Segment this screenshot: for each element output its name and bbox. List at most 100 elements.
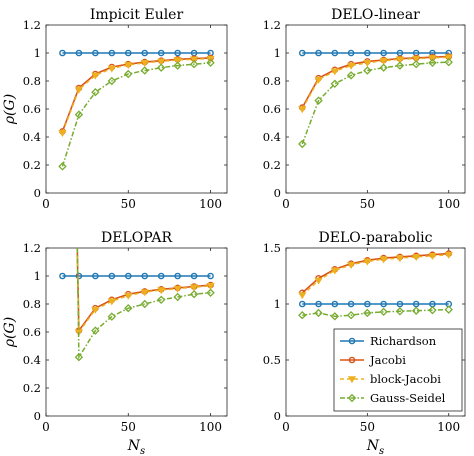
x-tick-label: 50 [360,420,375,434]
data-point [173,285,182,293]
data-point [58,130,67,137]
data-point [395,307,405,316]
y-tick-label: 1.2 [263,18,281,32]
legend-item-richardson: Richardson [340,334,437,348]
data-point [330,79,340,89]
data-point [140,60,149,67]
series-line [76,247,211,335]
legend-marker [348,356,356,364]
y-tick-label: 1 [274,297,281,311]
legend-label: Gauss-Seidel [370,391,446,405]
data-point [157,58,166,66]
data-point [298,139,307,149]
data-point [206,58,215,68]
series-line [302,308,449,318]
y-tick-label: 0.8 [263,74,281,88]
y-tick-label: 1.2 [23,18,41,32]
chart-panel-1: 0 50 100 0 0.2 0.4 0.6 0.8 1 1.2 Impicit Euler ρ(G) [2,7,228,211]
series-line [61,62,211,167]
series-block_jacobi [298,251,453,300]
data-point [124,303,133,313]
data-point [157,49,165,57]
data-point [157,272,165,280]
chart-title: DELOPAR [101,230,172,246]
data-point [206,283,215,290]
data-point [379,57,388,65]
data-point [428,55,437,63]
series-line [301,61,449,145]
data-point [380,300,387,308]
data-point [314,277,323,285]
data-point [189,284,199,292]
data-point [298,49,306,57]
data-point [380,49,387,57]
series-richardson [59,49,214,57]
legend-marker [347,393,357,403]
data-point [140,289,149,297]
data-point [207,272,214,280]
legend-label: Jacobi [369,353,406,367]
data-point [364,49,371,57]
data-point [395,61,405,70]
chart-title: DELO-parabolic [319,230,433,246]
legend: Richardson Jacobi block-Jacobi Gauss-Seidel [333,328,463,412]
data-point [315,49,322,57]
data-point [92,272,99,280]
data-point [174,272,181,280]
x-axis-label-main: N [366,438,380,454]
data-point [173,292,182,302]
y-tick-label: 1.2 [23,241,41,255]
x-tick-label: 0 [282,420,290,434]
x-tick-label: 100 [199,197,222,211]
data-point [140,299,149,309]
series-block_jacobi [298,54,453,114]
y-tick-label: 1 [34,269,41,283]
series-gauss_seidel [298,57,453,149]
data-point [108,49,116,57]
data-point [173,61,182,70]
data-point [330,267,339,275]
data-point [331,49,339,57]
y-tick-label: 0.6 [23,325,41,339]
x-tick-label: 50 [121,420,136,434]
data-point [173,57,182,65]
data-point [124,292,133,300]
data-point [428,305,437,315]
y-axis-label: ρ(G) [2,94,18,125]
data-point [141,272,149,280]
series-line [61,57,211,132]
y-tick-label: 1 [274,46,281,60]
y-tick-label: 0.4 [23,353,41,367]
x-axis-label: Ns [127,438,145,456]
data-point [314,96,323,105]
x-tick-label: 0 [42,197,50,211]
series-line [301,253,449,296]
y-tick-label: 0 [34,409,41,423]
data-point [364,300,371,308]
data-point [107,76,117,86]
data-point [363,258,372,266]
y-tick-label: 0.2 [23,158,41,172]
data-point [379,63,388,72]
series-jacobi [59,54,214,135]
data-point [298,292,307,300]
chart-panel-2: 0 50 100 0 0.2 0.4 0.6 0.8 1 1.2 DELO-linear [263,7,466,211]
data-point [330,68,339,76]
data-point [124,69,133,79]
data-point [140,66,149,75]
axes-box [45,24,228,194]
y-tick-label: 1.5 [263,241,281,255]
y-tick-label: 1 [34,46,41,60]
x-tick-label: 100 [437,420,460,434]
data-point [411,306,421,315]
data-point [124,62,133,70]
data-point [190,272,198,280]
legend-marker [347,376,357,384]
x-axis-label: Ns [366,438,384,456]
series-line [61,57,211,134]
data-point [411,59,421,69]
data-point [92,49,99,57]
series-line [301,55,449,108]
x-tick-label: 100 [199,420,222,434]
